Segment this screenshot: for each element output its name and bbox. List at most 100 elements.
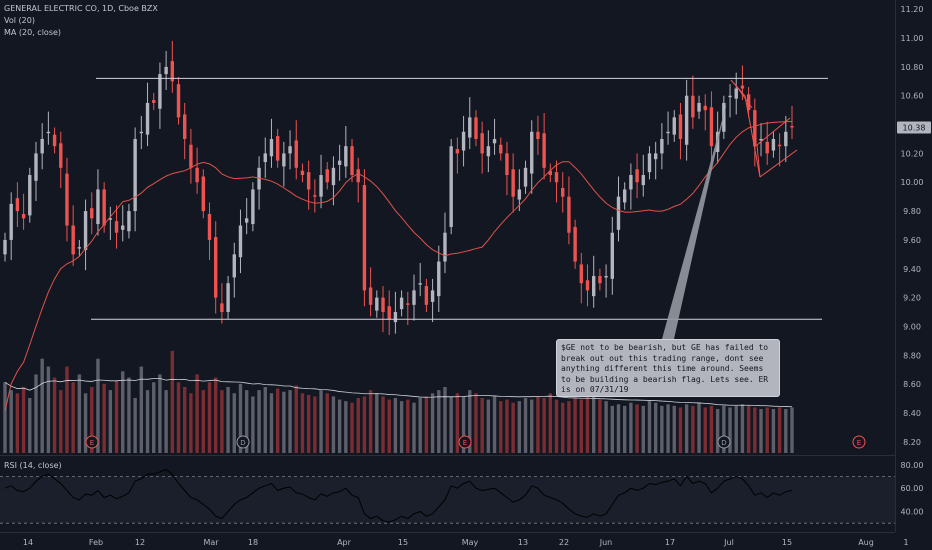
candle-body — [21, 213, 26, 219]
candle-body — [375, 297, 379, 311]
volume-bar — [536, 396, 540, 453]
volume-bar — [15, 393, 20, 453]
candle-body — [790, 126, 794, 128]
volume-bar — [362, 396, 367, 453]
candle-body — [300, 170, 305, 176]
candle-body — [523, 167, 528, 187]
candle-body — [672, 117, 676, 135]
volume-bar — [722, 405, 726, 453]
time-tick-label: 18 — [248, 538, 258, 547]
volume-bar — [437, 390, 441, 453]
candle-body — [480, 133, 484, 154]
volume-bar — [480, 398, 484, 453]
volume-bar — [740, 404, 745, 453]
candle-body — [592, 275, 596, 297]
candle-body — [449, 146, 453, 227]
candle-body — [641, 175, 645, 186]
candle-body — [337, 160, 342, 165]
volume-bar — [121, 371, 125, 453]
callout-pointer — [662, 102, 727, 339]
candle-body — [585, 280, 590, 291]
candle-body — [52, 134, 57, 147]
candle-body — [740, 85, 745, 89]
candle-body — [430, 290, 435, 302]
annotation-callout[interactable]: $GE not to be bearish, but GE has failed… — [556, 339, 780, 397]
volume-bar — [443, 387, 447, 453]
volume-bar — [145, 390, 150, 453]
volume-bar — [579, 399, 584, 453]
candle-body — [59, 143, 63, 168]
candle-body — [344, 146, 348, 167]
event-marker-label: E — [857, 439, 861, 447]
time-tick-label: Apr — [337, 538, 352, 547]
volume-bar — [598, 399, 602, 453]
candle-body — [170, 61, 175, 82]
candle-body — [511, 169, 515, 197]
price-tick-label: 10.20 — [901, 149, 924, 158]
volume-bar — [468, 390, 472, 453]
candle-body — [579, 264, 584, 284]
ma-legend: MA (20, close) — [4, 28, 62, 37]
candle-body — [319, 175, 323, 197]
volume-bar — [207, 382, 212, 453]
candle-body — [77, 247, 82, 249]
volume-bar — [356, 398, 360, 453]
event-marker-label: E — [463, 439, 467, 447]
volume-bar — [114, 380, 119, 453]
time-tick-label: 22 — [559, 538, 569, 547]
time-tick-label: Jun — [599, 538, 613, 547]
candle-body — [468, 117, 472, 138]
volume-bar — [430, 393, 435, 453]
volume-bar — [406, 399, 410, 453]
volume-bar — [399, 401, 404, 453]
volume-bar — [158, 374, 162, 453]
volume-bar — [46, 366, 51, 453]
candle-body — [108, 218, 113, 220]
candle-body — [381, 297, 385, 313]
volume-bar — [486, 399, 491, 453]
event-marker — [236, 435, 250, 449]
volume-bar — [40, 358, 44, 453]
volume-bar — [232, 393, 236, 453]
candle-body — [412, 290, 416, 305]
volume-ma-line — [4, 378, 793, 408]
candle-body — [746, 94, 751, 111]
volume-bar — [375, 393, 379, 453]
volume-bar — [195, 374, 199, 453]
volume-bar — [306, 394, 311, 453]
price-tick-label: 10.60 — [901, 92, 924, 101]
candle-body — [288, 146, 292, 154]
candle-body — [139, 131, 144, 134]
candle-body — [90, 208, 94, 219]
candle-body — [83, 211, 88, 251]
volume-bar — [641, 405, 645, 453]
candle-body — [753, 110, 757, 147]
candle-body — [127, 211, 131, 232]
candle-body — [418, 283, 422, 285]
volume-bar — [381, 396, 385, 453]
candle-body — [604, 275, 608, 278]
candle-body — [660, 138, 664, 154]
volume-bar — [52, 377, 57, 453]
volume-bar — [784, 409, 788, 453]
volume-bar — [288, 390, 292, 453]
candle-body — [536, 131, 540, 139]
volume-bar — [771, 409, 776, 453]
volume-bar — [90, 387, 94, 453]
volume-bar — [313, 396, 317, 453]
candle-body — [350, 146, 354, 176]
volume-bar — [71, 382, 75, 453]
volume-bar — [777, 407, 782, 453]
candle-body — [15, 198, 20, 212]
candle-body — [647, 153, 652, 173]
volume-bar — [759, 409, 763, 453]
candle-body — [387, 306, 391, 320]
price-tick-label: 9.00 — [903, 322, 921, 331]
time-tick-label: 12 — [135, 538, 145, 547]
volume-bar — [257, 390, 261, 453]
time-tick-label: Aug — [858, 538, 874, 547]
candle-body — [96, 189, 100, 225]
volume-bar — [331, 396, 336, 453]
candle-body — [548, 170, 553, 176]
